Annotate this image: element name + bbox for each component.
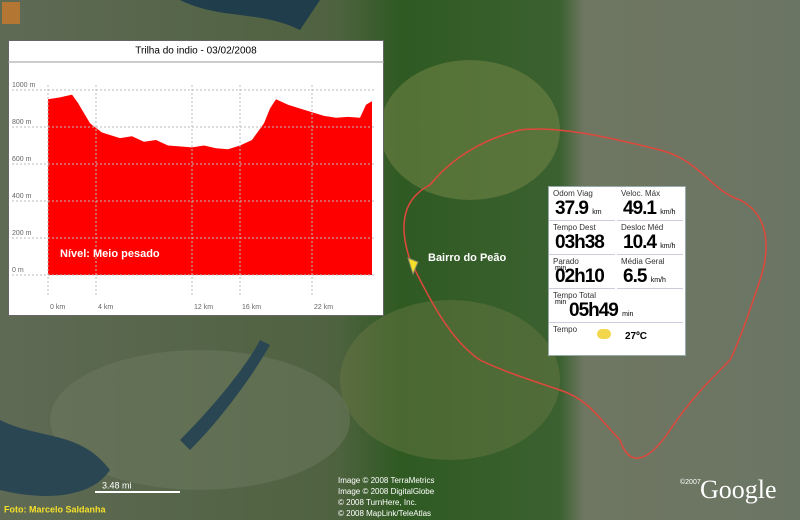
y-tick-label: 400 m [12, 193, 32, 200]
stat-label: Parado [553, 257, 579, 266]
stat-value: 49.1 km/h [623, 198, 675, 220]
stat-cell: Odom Viag 37.9 km [549, 187, 615, 221]
credit: Image © 2008 DigitalGlobe [338, 487, 435, 496]
photo-credit: Foto: Marcelo Saldanha [4, 504, 107, 514]
stat-number: 49.1 [623, 198, 657, 219]
stat-unit: km/h [650, 277, 666, 284]
stat-label: Tempo Total [553, 291, 596, 300]
stat-unit: km/h [660, 209, 676, 216]
stat-cell: Média Geral 6.5 km/h [617, 255, 683, 289]
lake [180, 0, 320, 30]
credit: © 2008 MapLink/TeleAtlas [338, 509, 431, 518]
credit: Image © 2008 TerraMetrics [338, 476, 434, 485]
stat-number: 6.5 [623, 266, 647, 287]
y-tick-label: 200 m [12, 230, 32, 237]
place-label: Bairro do Peão [428, 252, 507, 264]
stat-unit: min [622, 311, 634, 318]
stat-label: Veloc. Máx [621, 189, 661, 198]
scale-label: 3.48 mi [102, 480, 132, 490]
annotation: Nível: Meio pesado [60, 248, 160, 260]
stat-number: 05h49 [569, 300, 619, 321]
elevation-area [48, 94, 372, 275]
app-icon[interactable] [2, 2, 20, 24]
lake [180, 340, 270, 450]
terrain [340, 300, 560, 460]
stat-value: 37.9 km [555, 198, 602, 220]
x-tick-label: 16 km [242, 304, 261, 311]
y-tick-label: 1000 m [12, 82, 36, 89]
place-pin[interactable] [407, 257, 419, 276]
stat-cell: Tempo 27ºC [549, 323, 683, 356]
stat-label: Desloc Méd [621, 223, 664, 232]
stat-number: 02h10 [555, 266, 605, 287]
stat-unit: min [555, 299, 567, 306]
stat-unit: km [592, 209, 602, 216]
credit: © 2008 TurnHere, Inc. [338, 498, 417, 507]
stat-cell: Tempo Total 05h49 min [549, 289, 683, 323]
stat-value: 27ºC [625, 331, 647, 342]
stat-label: Média Geral [621, 257, 665, 266]
stat-value: 03h38 min [555, 232, 615, 276]
y-tick-label: 600 m [12, 156, 32, 163]
x-tick-label: 4 km [98, 304, 113, 311]
stat-number: 03h38 [555, 232, 605, 253]
chart-title: Trilha do indio - 03/02/2008 [135, 46, 257, 57]
terrain [380, 60, 560, 200]
stat-number: 37.9 [555, 198, 589, 219]
elevation-chart: Trilha do indio - 03/02/2008 Nível: Meio… [8, 40, 384, 316]
copyright: ©2007 [680, 478, 701, 486]
stat-cell: Desloc Méd 10.4 km/h [617, 221, 683, 255]
stat-label: Tempo Dest [553, 223, 596, 232]
stat-cell: Tempo Dest 03h38 min [549, 221, 615, 272]
stat-value: 05h49 min [569, 300, 633, 322]
x-tick-label: 0 km [50, 304, 65, 311]
stat-number: 10.4 [623, 232, 657, 253]
weather-icon [597, 329, 611, 339]
stat-value: 02h10 min [555, 266, 615, 310]
brand-logo: Google [700, 475, 777, 504]
stat-label: Tempo [553, 325, 578, 334]
stat-unit: min [555, 265, 567, 272]
x-tick-label: 22 km [314, 304, 333, 311]
stat-label: Odom Viag [553, 189, 593, 198]
stats-panel: Odom Viag 37.9 km Veloc. Máx 49.1 km/h Tem… [548, 186, 686, 356]
stat-unit: km/h [660, 243, 676, 250]
stat-cell: Parado 02h10 min [549, 255, 615, 306]
x-tick-label: 12 km [194, 304, 213, 311]
y-tick-label: 0 m [12, 267, 24, 274]
stat-value: 10.4 km/h [623, 232, 675, 254]
y-tick-label: 800 m [12, 119, 32, 126]
stat-value: 6.5 km/h [623, 266, 666, 288]
route [403, 128, 767, 459]
lake [0, 420, 110, 496]
stat-cell: Veloc. Máx 49.1 km/h [617, 187, 683, 221]
